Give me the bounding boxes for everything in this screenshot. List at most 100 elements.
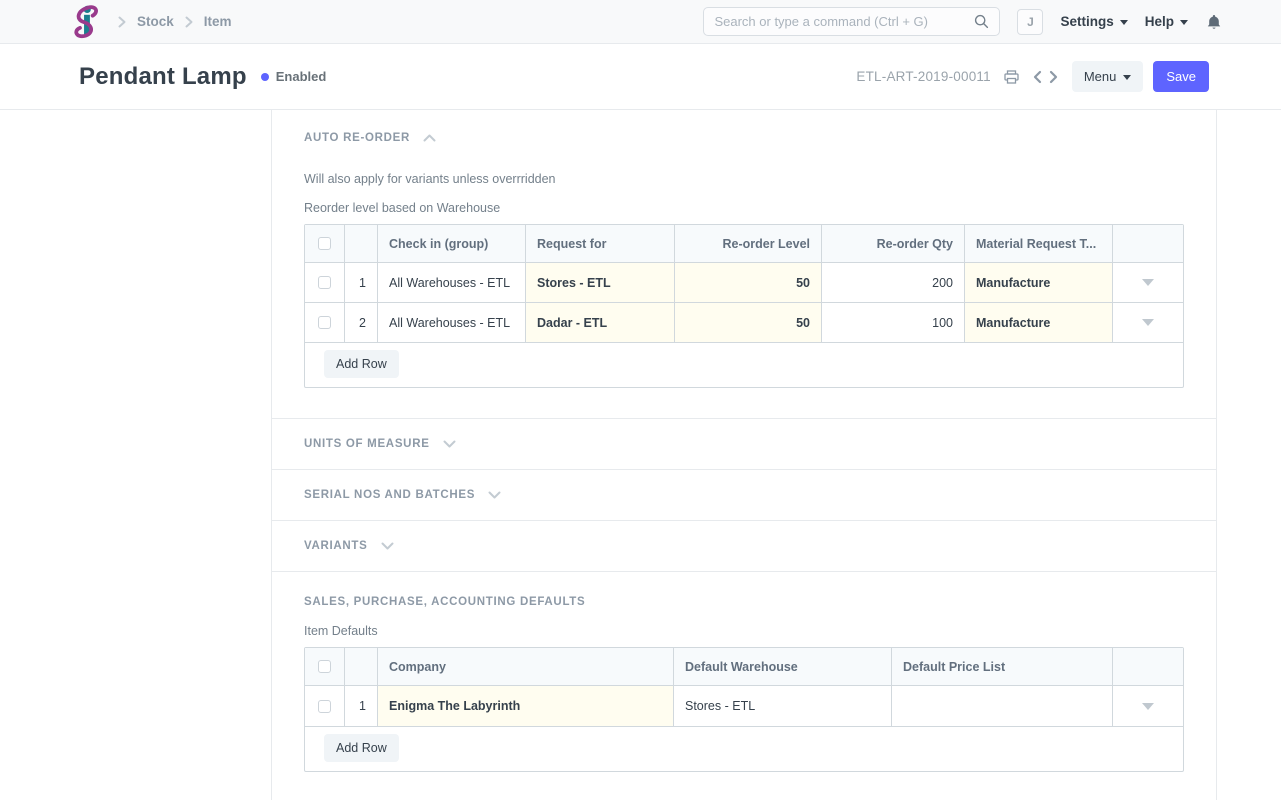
save-button[interactable]: Save (1153, 61, 1209, 92)
cell-request-for[interactable]: Stores - ETL (525, 263, 674, 302)
row-index[interactable]: 2 (344, 303, 377, 342)
breadcrumb-stock[interactable]: Stock (137, 14, 174, 29)
table-row: 1 All Warehouses - ETL Stores - ETL 50 2… (305, 262, 1183, 302)
column-header-reorder-qty: Re-order Qty (821, 225, 964, 262)
section-head-variants[interactable]: VARIANTS (304, 540, 394, 552)
header-index-cell (344, 225, 377, 262)
cell-check-in[interactable]: All Warehouses - ETL (377, 263, 525, 302)
cell-reorder-qty[interactable]: 200 (821, 263, 964, 302)
cell-reorder-level[interactable]: 50 (674, 303, 821, 342)
row-index[interactable]: 1 (344, 263, 377, 302)
global-search (703, 7, 1001, 36)
section-title: SALES, PURCHASE, ACCOUNTING DEFAULTS (304, 596, 586, 608)
notifications-bell-icon[interactable] (1207, 14, 1221, 30)
row-select-cell (305, 263, 344, 302)
breadcrumb-item[interactable]: Item (203, 14, 232, 29)
section-variants[interactable]: VARIANTS (272, 520, 1216, 571)
section-sales-defaults: SALES, PURCHASE, ACCOUNTING DEFAULTS Ite… (272, 571, 1216, 800)
cell-reorder-qty[interactable]: 100 (821, 303, 964, 342)
settings-menu[interactable]: Settings (1060, 14, 1128, 29)
status-dot-icon (260, 72, 269, 81)
cell-material-request-type[interactable]: Manufacture (964, 303, 1112, 342)
prev-document-icon[interactable] (1032, 70, 1042, 84)
help-menu[interactable]: Help (1145, 14, 1188, 29)
column-header-material-request-type: Material Request T... (964, 225, 1112, 262)
table-row: 2 All Warehouses - ETL Dadar - ETL 50 10… (305, 302, 1183, 342)
status-indicator: Enabled (260, 69, 327, 84)
section-serial-nos-and-batches[interactable]: SERIAL NOS AND BATCHES (272, 469, 1216, 520)
chevron-up-icon (423, 134, 436, 142)
menu-button[interactable]: Menu (1071, 61, 1144, 92)
cell-default-warehouse[interactable]: Stores - ETL (673, 686, 891, 726)
cell-check-in[interactable]: All Warehouses - ETL (377, 303, 525, 342)
help-label: Help (1144, 14, 1174, 29)
section-head-serial-nos[interactable]: SERIAL NOS AND BATCHES (304, 489, 501, 501)
search-icon[interactable] (974, 14, 989, 29)
page-head: Pendant Lamp Enabled ETL-ART-2019-00011 … (0, 44, 1281, 110)
reorder-grid-label: Reorder level based on Warehouse (304, 201, 501, 215)
chevron-down-icon (381, 542, 394, 550)
header-select-cell (305, 648, 344, 685)
select-all-checkbox[interactable] (318, 237, 331, 250)
row-select-cell (305, 686, 344, 726)
item-defaults-grid: Company Default Warehouse Default Price … (304, 647, 1184, 772)
status-label: Enabled (275, 69, 327, 84)
avatar[interactable]: J (1017, 8, 1044, 35)
column-header-company: Company (377, 648, 673, 685)
item-defaults-grid-header: Company Default Warehouse Default Price … (305, 648, 1183, 685)
row-checkbox[interactable] (318, 316, 331, 329)
form-layout: AUTO RE-ORDER Will also apply for varian… (271, 110, 1217, 800)
caret-down-icon (1142, 279, 1154, 286)
item-defaults-grid-footer: Add Row (305, 726, 1183, 771)
reorder-grid-header: Check in (group) Request for Re-order Le… (305, 225, 1183, 262)
section-head-sales-defaults[interactable]: SALES, PURCHASE, ACCOUNTING DEFAULTS (304, 596, 1184, 608)
form-body: AUTO RE-ORDER Will also apply for varian… (0, 110, 1281, 800)
section-auto-reorder: AUTO RE-ORDER Will also apply for varian… (272, 110, 1216, 418)
column-header-check-in: Check in (group) (377, 225, 525, 262)
row-checkbox[interactable] (318, 699, 331, 713)
select-all-checkbox[interactable] (318, 660, 331, 673)
section-head-units-of-measure[interactable]: UNITS OF MEASURE (304, 438, 456, 450)
cell-material-request-type[interactable]: Manufacture (964, 263, 1112, 302)
reorder-grid-footer: Add Row (305, 342, 1183, 387)
row-select-cell (305, 303, 344, 342)
add-row-button[interactable]: Add Row (324, 350, 399, 378)
table-row: 1 Enigma The Labyrinth Stores - ETL (305, 685, 1183, 726)
add-row-button[interactable]: Add Row (324, 734, 399, 762)
reorder-grid: Check in (group) Request for Re-order Le… (304, 224, 1184, 388)
section-units-of-measure[interactable]: UNITS OF MEASURE (272, 418, 1216, 469)
section-description: Will also apply for variants unless over… (304, 172, 556, 186)
column-header-request-for: Request for (525, 225, 674, 262)
cell-company[interactable]: Enigma The Labyrinth (377, 686, 673, 726)
page-actions: ETL-ART-2019-00011 Menu Save (856, 61, 1209, 92)
row-expand-cell[interactable] (1112, 686, 1183, 726)
item-defaults-grid-label: Item Defaults (304, 624, 378, 638)
search-input[interactable] (714, 14, 975, 29)
section-title: AUTO RE-ORDER (304, 132, 411, 144)
breadcrumb: Stock Item (118, 14, 232, 29)
column-header-reorder-level: Re-order Level (674, 225, 821, 262)
caret-down-icon (1142, 319, 1154, 326)
section-head-auto-reorder[interactable]: AUTO RE-ORDER (304, 132, 1184, 144)
next-document-icon[interactable] (1049, 70, 1059, 84)
chevron-down-icon (1123, 75, 1132, 80)
row-expand-cell[interactable] (1112, 303, 1183, 342)
chevron-down-icon (488, 491, 501, 499)
page-title: Pendant Lamp (79, 62, 247, 90)
cell-default-price-list[interactable] (891, 686, 1112, 726)
column-header-default-price-list: Default Price List (891, 648, 1112, 685)
app-logo-icon[interactable] (71, 4, 98, 40)
header-index-cell (344, 648, 377, 685)
chevron-down-icon (443, 440, 456, 448)
cell-reorder-level[interactable]: 50 (674, 263, 821, 302)
row-checkbox[interactable] (318, 276, 331, 289)
row-expand-cell[interactable] (1112, 263, 1183, 302)
cell-request-for[interactable]: Dadar - ETL (525, 303, 674, 342)
menu-button-label: Menu (1083, 69, 1117, 84)
chevron-down-icon (1180, 20, 1188, 25)
row-index[interactable]: 1 (344, 686, 377, 726)
chevron-right-icon (118, 16, 126, 28)
section-title: UNITS OF MEASURE (304, 438, 430, 450)
chevron-down-icon (1119, 20, 1128, 25)
print-icon[interactable] (1004, 69, 1019, 84)
